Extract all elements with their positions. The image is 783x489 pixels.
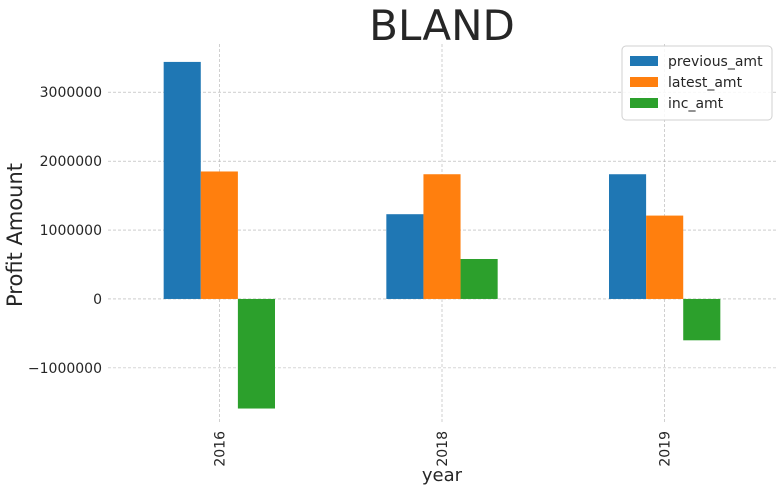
y-tick-label: 2000000 (40, 154, 102, 170)
legend: previous_amt latest_amt inc_amt (621, 45, 773, 121)
bars (163, 61, 721, 409)
x-tick-label: 2018 (435, 431, 451, 467)
legend-label: previous_amt (668, 54, 763, 70)
x-tick-label: 2019 (658, 431, 674, 467)
bar-inc_amt-2019 (683, 298, 721, 341)
y-tick-label: 3000000 (40, 85, 102, 101)
y-axis-ticks: −1000000 0 1000000 2000000 3000000 (28, 85, 102, 377)
x-tick-label: 2016 (212, 431, 228, 467)
y-tick-label: 1000000 (40, 223, 102, 239)
chart-title: BLAND (369, 1, 515, 50)
legend-swatch (630, 56, 658, 66)
y-axis-label: Profit Amount (3, 163, 27, 307)
y-tick-label: −1000000 (28, 361, 102, 377)
bar-inc_amt-2016 (237, 298, 275, 409)
legend-swatch (630, 98, 658, 108)
y-tick-label: 0 (93, 292, 102, 308)
bar-latest_amt-2016 (200, 171, 238, 299)
legend-swatch (630, 77, 658, 87)
x-axis-label: year (422, 465, 463, 486)
bar-previous_amt-2019 (609, 174, 647, 299)
bar-inc_amt-2018 (460, 258, 498, 299)
x-axis-ticks: 2016 2018 2019 (212, 431, 673, 467)
legend-label: inc_amt (668, 96, 724, 112)
bar-latest_amt-2019 (646, 215, 684, 299)
bar-latest_amt-2018 (423, 174, 461, 299)
legend-label: latest_amt (668, 75, 743, 91)
bar-previous_amt-2016 (163, 61, 201, 299)
legend-box (621, 45, 773, 121)
bar-previous_amt-2018 (386, 214, 424, 299)
